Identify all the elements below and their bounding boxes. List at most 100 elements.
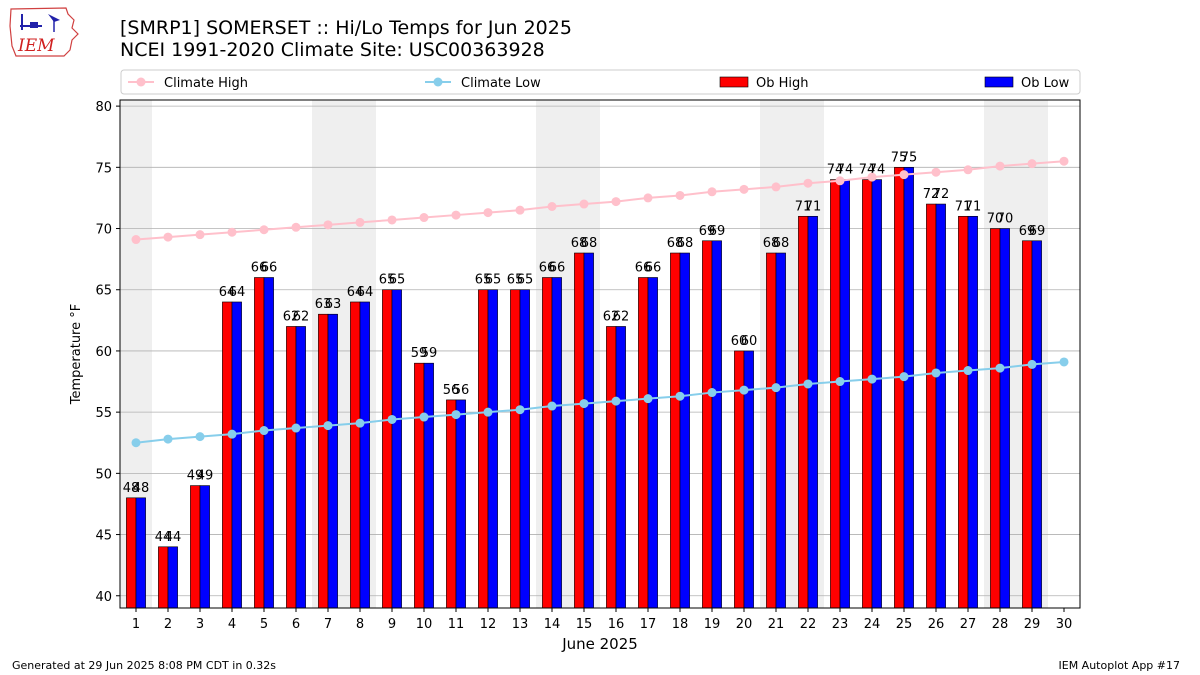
bar-ob-high [766,252,777,609]
climate-high-point [739,184,749,194]
legend-ob-low-swatch [984,76,1014,88]
data-label-ob-high: 66 [635,260,652,275]
data-label-ob-high: 44 [155,530,172,545]
bar-ob-low [807,215,818,609]
climate-low-point [195,432,205,442]
climate-low-point [131,438,141,448]
climate-high-point [515,205,525,215]
x-tick-label: 8 [356,617,364,632]
bar-ob-high [318,313,329,609]
data-label-ob-low: 62 [613,309,630,324]
x-tick-label: 18 [672,617,689,632]
climate-low-point [739,385,749,395]
x-tick-label: 12 [480,617,497,632]
data-label-ob-low: 68 [581,236,598,251]
data-label-ob-low: 74 [837,163,854,178]
climate-high-point [803,178,813,188]
data-label-ob-high: 65 [475,273,492,288]
bar-ob-high [574,252,585,609]
legend-ob-high-label: Ob High [756,76,809,91]
x-tick-label: 29 [1024,617,1041,632]
bar-ob-low [327,313,338,609]
climate-high-point [995,161,1005,171]
footer-app-text: IEM Autoplot App #17 [1058,659,1181,672]
y-tick-label: 65 [95,284,112,299]
climate-high-point [675,190,685,200]
climate-low-point [483,407,493,417]
climate-low-point [387,414,397,424]
x-tick-label: 10 [416,617,433,632]
bar-ob-low [135,497,146,609]
data-label-ob-low: 71 [805,199,822,214]
climate-high-point [323,220,333,230]
bar-ob-low [295,326,306,609]
climate-low-point [643,394,653,404]
climate-low-point [803,379,813,389]
bar-ob-low [615,326,626,609]
climate-low-point [707,388,717,398]
data-label-ob-low: 68 [773,236,790,251]
climate-high-point [643,193,653,203]
bar-ob-low [1031,240,1042,609]
legend-ob-high-swatch [719,76,749,88]
climate-low-point [1027,359,1037,369]
legend-ob-low-label: Ob Low [1021,76,1070,91]
data-label-ob-low: 65 [517,273,534,288]
climate-high-line [135,160,1065,241]
legend-box [120,69,1081,95]
iem-logo-icon: IEM [9,7,79,57]
x-tick-label: 15 [576,617,593,632]
bar-ob-high [1022,240,1033,609]
x-tick-label: 23 [832,617,849,632]
data-label-ob-high: 60 [731,334,748,349]
climate-low-point [963,366,973,376]
data-label-ob-high: 66 [539,260,556,275]
bar-ob-high [222,301,233,609]
x-tick-label: 27 [960,617,977,632]
x-tick-label: 19 [704,617,721,632]
x-tick-label: 9 [388,617,396,632]
data-label-ob-high: 65 [379,273,396,288]
iem-logo: IEM [8,6,80,60]
data-label-ob-low: 64 [229,285,246,300]
bar-ob-high [862,179,873,609]
bar-ob-high [382,289,393,609]
bar-ob-high [990,228,1001,609]
climate-low-point [995,363,1005,373]
x-tick-label: 16 [608,617,625,632]
bar-ob-high [894,167,905,609]
climate-high-point [227,227,237,237]
data-label-ob-high: 69 [1019,224,1036,239]
climate-high-point [707,187,717,197]
bar-ob-high [830,179,841,609]
climate-low-line [135,360,1065,444]
data-label-ob-low: 44 [165,530,182,545]
x-axis-label: June 2025 [561,635,638,653]
data-label-ob-high: 59 [411,346,428,361]
bar-ob-low [839,179,850,609]
bar-ob-low [487,289,498,609]
data-label-ob-high: 71 [955,199,972,214]
bar-ob-high [286,326,297,609]
data-label-ob-low: 62 [293,309,310,324]
data-label-ob-high: 49 [187,469,204,484]
y-tick-label: 50 [95,467,112,482]
data-label-ob-high: 56 [443,383,460,398]
climate-high-point [547,201,557,211]
data-label-ob-low: 69 [1029,224,1046,239]
legend: Climate High Climate Low Ob High Ob Low [120,69,1081,95]
bar-ob-low [647,277,658,609]
iem-logo-text: IEM [17,36,55,56]
y-tick-label: 70 [95,223,112,238]
x-tick-label: 3 [196,617,204,632]
x-tick-label: 13 [512,617,529,632]
x-tick-label: 1 [132,617,140,632]
climate-low-point [515,405,525,415]
data-label-ob-low: 70 [997,212,1014,227]
climate-low-point [227,429,237,439]
x-tick-label: 25 [896,617,913,632]
climate-low-point [771,383,781,393]
x-tick-label: 2 [164,617,172,632]
bar-ob-low [359,301,370,609]
